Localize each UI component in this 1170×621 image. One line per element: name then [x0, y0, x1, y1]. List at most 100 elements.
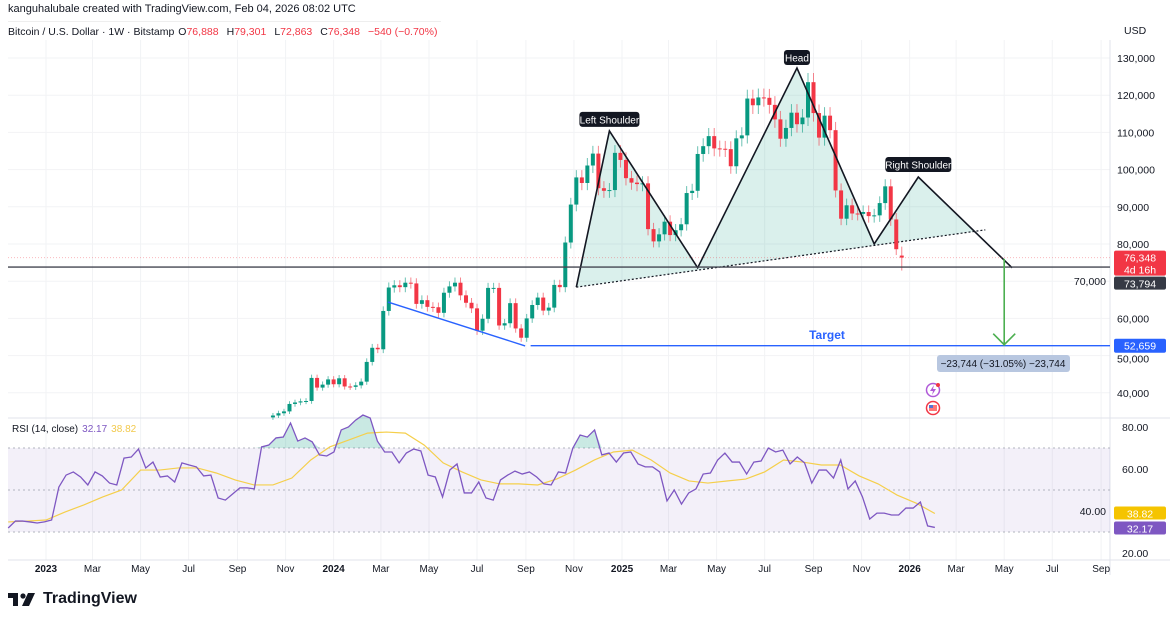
neckline	[576, 229, 986, 288]
candle	[839, 190, 844, 219]
candle	[866, 212, 871, 217]
candle	[441, 292, 446, 313]
candle	[872, 215, 877, 217]
rsi-legend[interactable]: RSI (14, close) 32.17 38.82	[12, 424, 136, 435]
rsi-tick-label: 60.00	[1122, 464, 1148, 476]
candle	[552, 284, 557, 308]
rsi-overbought-fill	[283, 423, 291, 448]
rsi-overbought-fill	[355, 415, 363, 448]
candle	[452, 282, 457, 287]
left-shoulder-label: Left Shoulder	[580, 115, 640, 126]
candle	[408, 282, 413, 284]
support-level-badge	[1114, 276, 1166, 290]
symbol-legend: Bitcoin / U.S. Dollar · 1W · Bitstamp O7…	[8, 21, 442, 41]
time-tick-label: Mar	[948, 564, 966, 575]
candle	[640, 183, 645, 185]
currency-label[interactable]: USD	[1124, 25, 1147, 37]
event-icons[interactable]	[925, 382, 941, 416]
rsi-ma-value: 38.82	[111, 424, 137, 435]
candle	[574, 177, 579, 205]
price-tick-label: 50,000	[1117, 354, 1149, 366]
candle	[899, 255, 904, 258]
candle	[800, 117, 805, 125]
time-tick-label: Nov	[277, 564, 295, 575]
candle	[612, 152, 617, 191]
logo-text: TradingView	[43, 590, 137, 607]
time-tick-label: Jul	[182, 564, 195, 575]
rsi-overbought-fill	[341, 427, 349, 448]
candle	[684, 193, 689, 225]
candle	[304, 400, 309, 402]
price-tick-label: 80,000	[1117, 239, 1149, 251]
time-tick-label: Sep	[805, 564, 823, 575]
rsi-label: RSI (14, close)	[12, 424, 79, 435]
candle	[728, 149, 733, 167]
candle	[430, 306, 435, 308]
candle	[541, 297, 546, 311]
time-tick-label: Sep	[1092, 564, 1110, 575]
candle	[712, 136, 717, 149]
time-axis[interactable]: 2023 Mar May Jul Sep Nov 2024 Mar May Jul Sep Nov 20…	[35, 564, 1111, 575]
support-level-badge-text: 73,794	[1124, 279, 1156, 291]
price-tick-label: 100,000	[1117, 165, 1155, 177]
lightning-glyph-icon	[930, 385, 936, 395]
time-tick-label: Nov	[853, 564, 871, 575]
candle	[557, 284, 562, 288]
candle	[750, 98, 755, 106]
time-tick-label: Sep	[229, 564, 247, 575]
candle	[844, 205, 849, 219]
candle	[469, 302, 474, 309]
candle	[828, 115, 833, 131]
rsi-ma-badge-text: 38.82	[1127, 508, 1153, 520]
measure-label: −23,744 (−31.05%) −23,744	[941, 359, 1066, 370]
head-and-shoulders-pattern[interactable]	[576, 68, 986, 288]
rsi-ma-badge	[1114, 506, 1166, 520]
candle	[739, 135, 744, 139]
candle	[535, 297, 540, 306]
candle	[635, 182, 639, 185]
time-tick-label: May	[995, 564, 1014, 575]
candle	[833, 130, 838, 191]
candle	[888, 186, 893, 220]
tradingview-logo[interactable]: TradingView	[8, 590, 137, 608]
symbol-title[interactable]: Bitcoin / U.S. Dollar · 1W · Bitstamp	[8, 25, 175, 38]
candle	[337, 378, 342, 385]
candle	[850, 205, 855, 214]
rsi-value: 32.17	[82, 424, 108, 435]
candle	[734, 138, 739, 167]
candle	[348, 386, 353, 388]
candle	[281, 411, 286, 414]
time-tick-label: Sep	[517, 564, 535, 575]
candle	[568, 204, 573, 243]
target-level-badge	[1114, 338, 1166, 353]
candle	[646, 183, 651, 230]
candle	[629, 178, 634, 183]
candle	[822, 115, 827, 138]
rsi-overbought-fill	[276, 437, 284, 448]
rsi-tick-label: 20.00	[1122, 548, 1148, 560]
candle	[519, 328, 524, 338]
time-tick-label: Mar	[660, 564, 678, 575]
ohlc-high: H79,301	[226, 25, 267, 38]
last-price-badge-text: 4d 16h	[1124, 265, 1156, 277]
time-tick-label: Jul	[1046, 564, 1059, 575]
head-and-shoulders-line	[575, 66, 1013, 288]
price-tick-label: 60,000	[1117, 313, 1149, 325]
candle	[706, 136, 711, 147]
candle	[315, 377, 320, 388]
time-tick-label: Jul	[471, 564, 484, 575]
rsi-tick-label: 40.00	[1080, 506, 1106, 518]
rsi-tick-label: 80.00	[1122, 422, 1148, 434]
head-label: Head	[785, 54, 809, 65]
price-tick-label: 130,000	[1117, 53, 1155, 65]
rsi-line	[7, 414, 935, 529]
time-tick-label: May	[420, 564, 439, 575]
drawings[interactable]	[8, 66, 1110, 347]
price-axis[interactable]: 40,000 50,000 60,000 70,000 80,000 90,000 100,…	[1074, 53, 1155, 560]
tradingview-logo-icon	[8, 593, 35, 606]
candle	[320, 384, 325, 388]
pattern-fill	[576, 68, 975, 288]
candle	[353, 385, 358, 387]
